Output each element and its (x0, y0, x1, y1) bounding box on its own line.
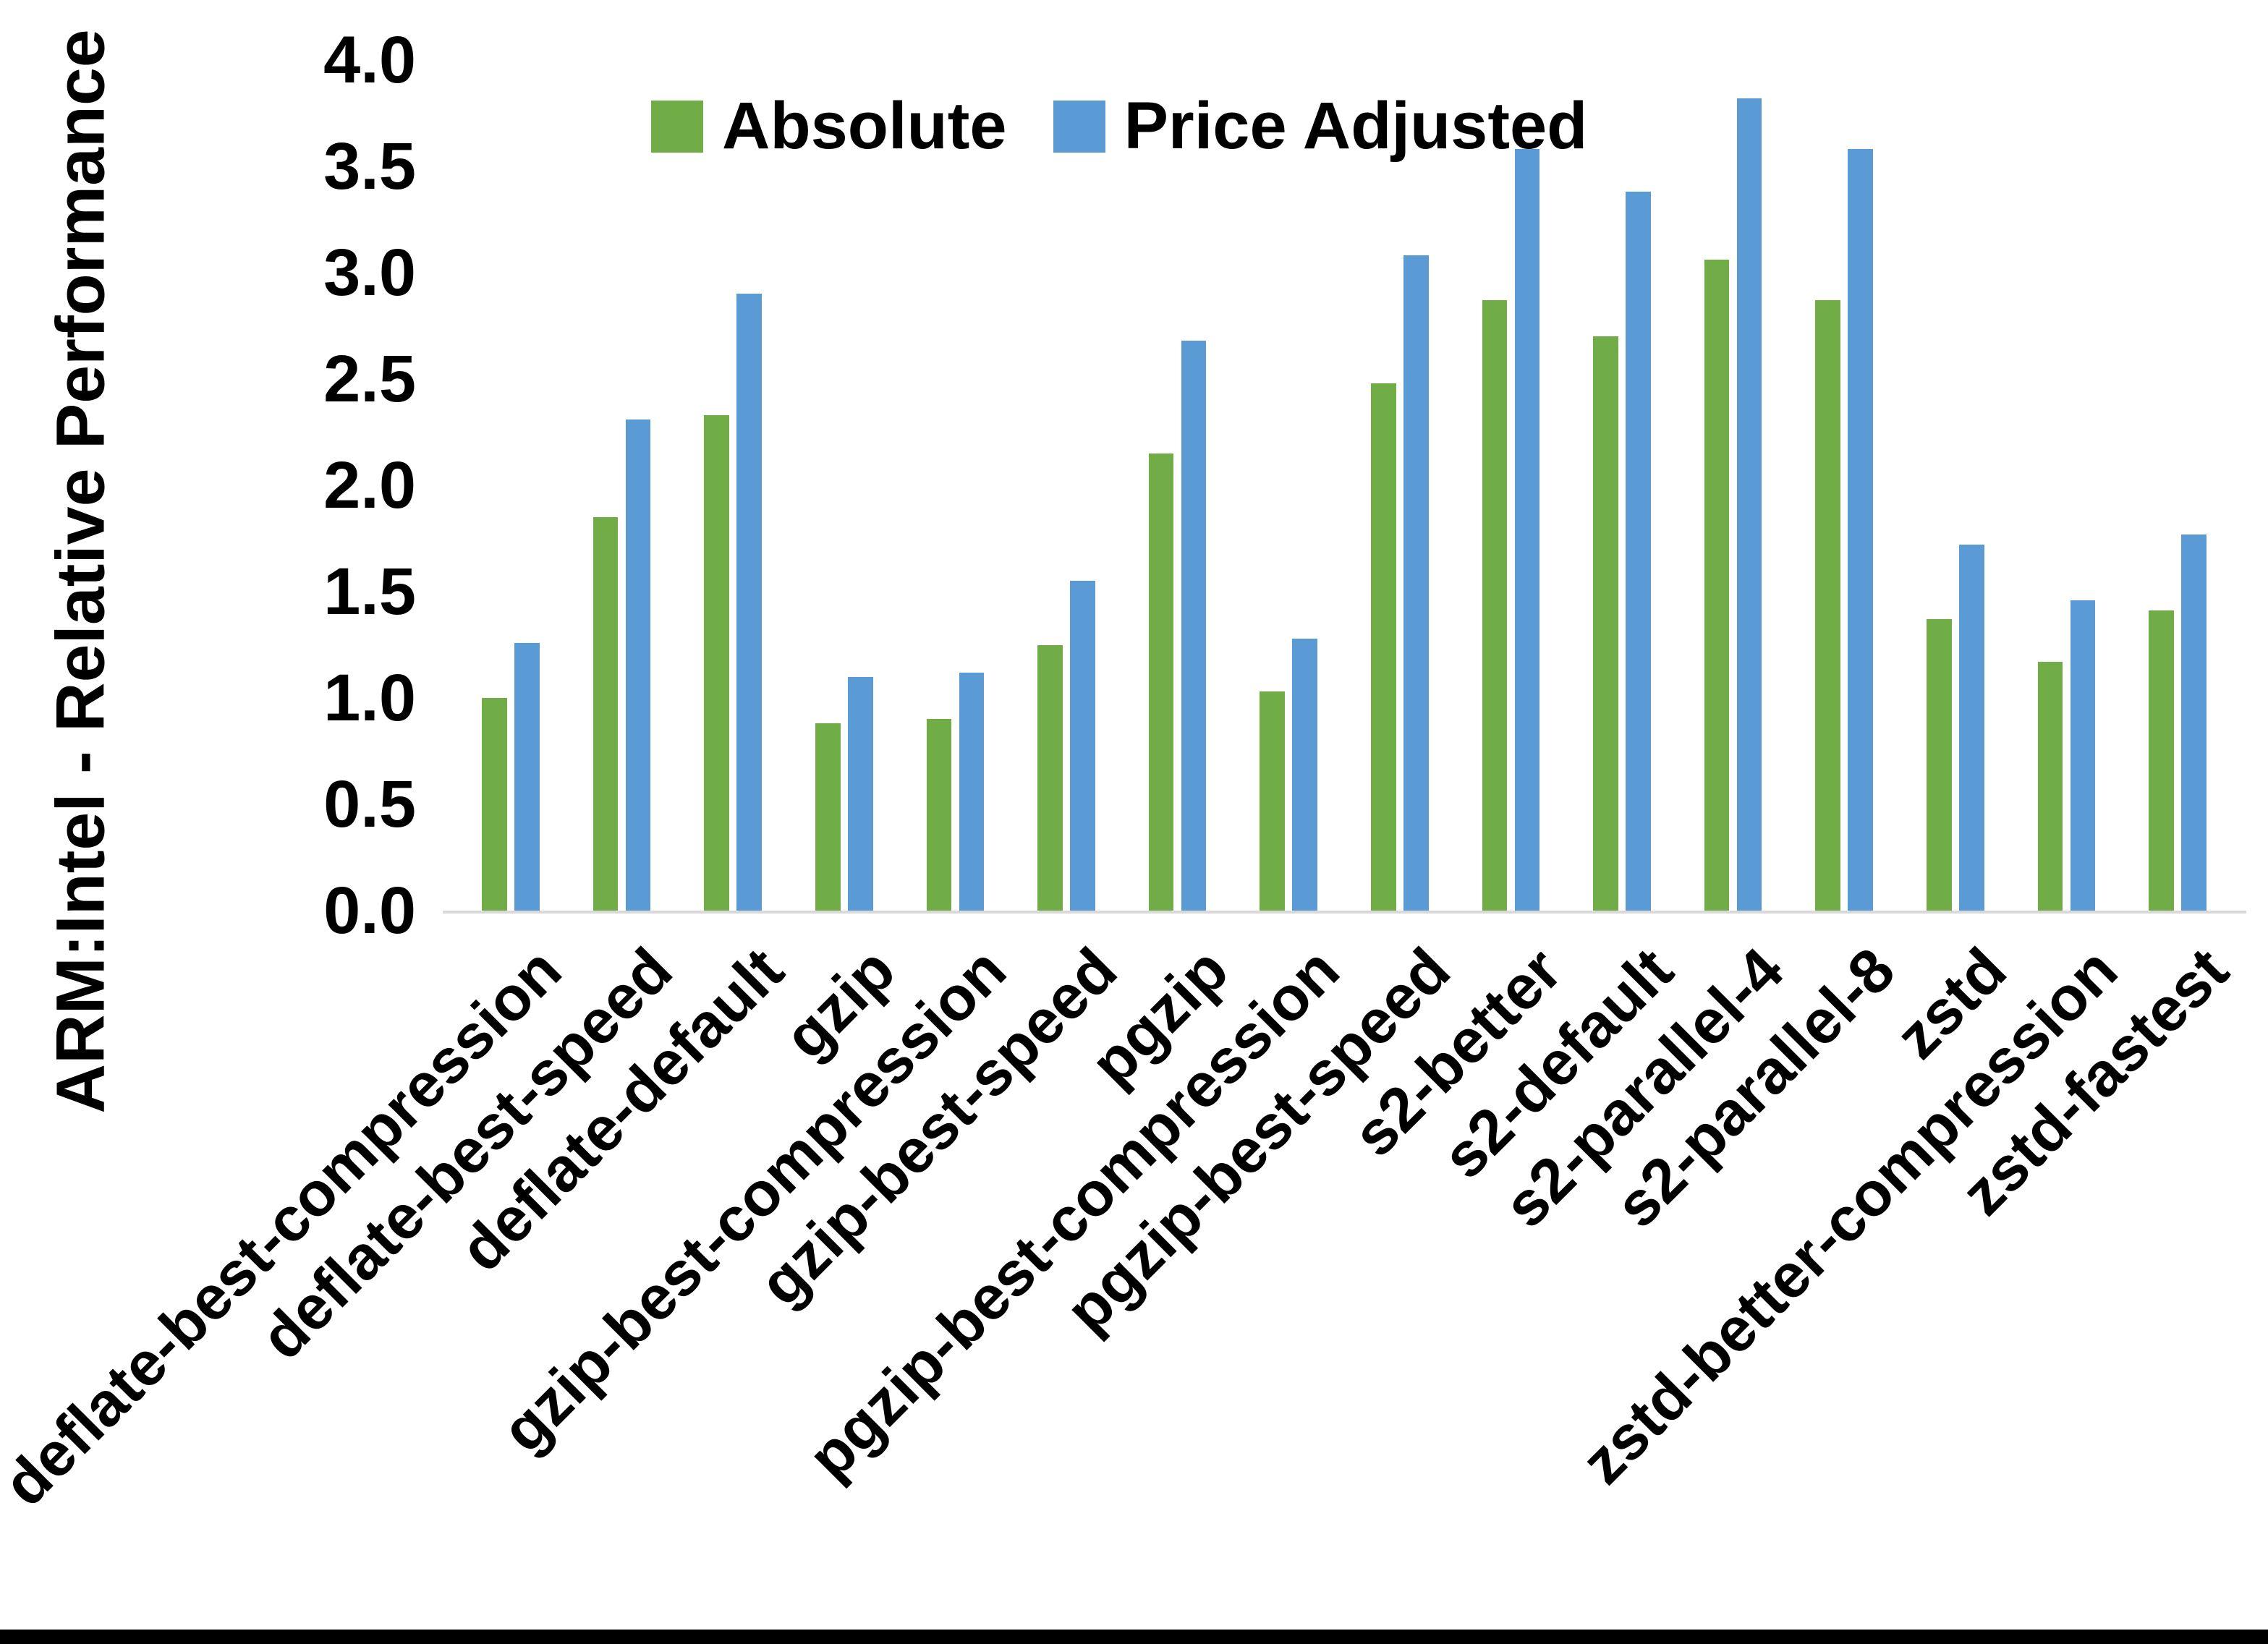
legend-swatch-absolute (651, 100, 703, 153)
bar-price-adjusted-zstd (1959, 545, 1984, 911)
bar-absolute-pgzip (1148, 453, 1174, 911)
bar-price-adjusted-deflate-default (736, 294, 762, 911)
y-tick-label: 4.0 (323, 23, 416, 97)
bar-absolute-zstd (1927, 619, 1952, 911)
legend-item-absolute: Absolute (651, 88, 1007, 164)
y-tick-label: 3.0 (323, 236, 416, 310)
bar-price-adjusted-zstd-better-compression (2070, 600, 2096, 911)
legend-label-absolute: Absolute (722, 89, 1007, 163)
bar-price-adjusted-s2-default (1626, 192, 1651, 911)
bar-price-adjusted-zstd-fastest (2181, 534, 2207, 911)
bar-price-adjusted-deflate-best-speed (625, 419, 651, 911)
y-tick-label: 0.0 (323, 874, 416, 947)
y-tick-label: 2.0 (323, 448, 416, 522)
bar-absolute-s2-parallel-8 (1815, 300, 1840, 911)
bar-price-adjusted-deflate-best-compression (514, 642, 540, 911)
bar-absolute-s2-parallel-4 (1704, 260, 1730, 911)
legend: Absolute Price Adjusted (651, 88, 1587, 164)
y-tick-label: 1.5 (323, 555, 416, 629)
bottom-border-bar (0, 1630, 2268, 1644)
bar-absolute-zstd-fastest (2149, 610, 2174, 911)
bar-price-adjusted-s2-parallel-4 (1736, 98, 1762, 911)
bar-price-adjusted-pgzip (1181, 341, 1207, 911)
bar-price-adjusted-pgzip-best-compression (1292, 638, 1317, 911)
bar-price-adjusted-s2-parallel-8 (1848, 149, 1873, 911)
bar-price-adjusted-s2-better (1514, 149, 1540, 911)
bar-absolute-gzip (815, 723, 841, 911)
x-axis-line (443, 911, 2246, 913)
bar-price-adjusted-gzip-best-speed (1070, 581, 1095, 911)
y-tick-label: 0.5 (323, 767, 416, 841)
legend-swatch-price-adjusted (1053, 100, 1105, 153)
bar-price-adjusted-pgzip-best-speed (1403, 255, 1429, 911)
bar-absolute-pgzip-best-speed (1371, 383, 1396, 911)
bar-absolute-gzip-best-speed (1037, 644, 1063, 911)
y-tick-label: 3.5 (323, 129, 416, 203)
legend-item-price-adjusted: Price Adjusted (1053, 88, 1588, 164)
bar-absolute-zstd-better-compression (2037, 662, 2063, 911)
bar-absolute-s2-default (1593, 336, 1618, 911)
bar-absolute-deflate-best-compression (482, 698, 507, 911)
bar-absolute-gzip-best-compression (926, 719, 952, 911)
y-tick-label: 1.0 (323, 661, 416, 735)
bar-price-adjusted-gzip (848, 676, 873, 911)
bar-absolute-deflate-best-speed (593, 517, 619, 911)
bar-price-adjusted-gzip-best-compression (959, 672, 985, 911)
y-tick-label: 2.5 (323, 342, 416, 416)
bar-absolute-s2-better (1482, 300, 1508, 911)
legend-label-price-adjusted: Price Adjusted (1124, 89, 1588, 163)
bar-absolute-pgzip-best-compression (1260, 691, 1285, 911)
bar-absolute-deflate-default (704, 414, 729, 911)
